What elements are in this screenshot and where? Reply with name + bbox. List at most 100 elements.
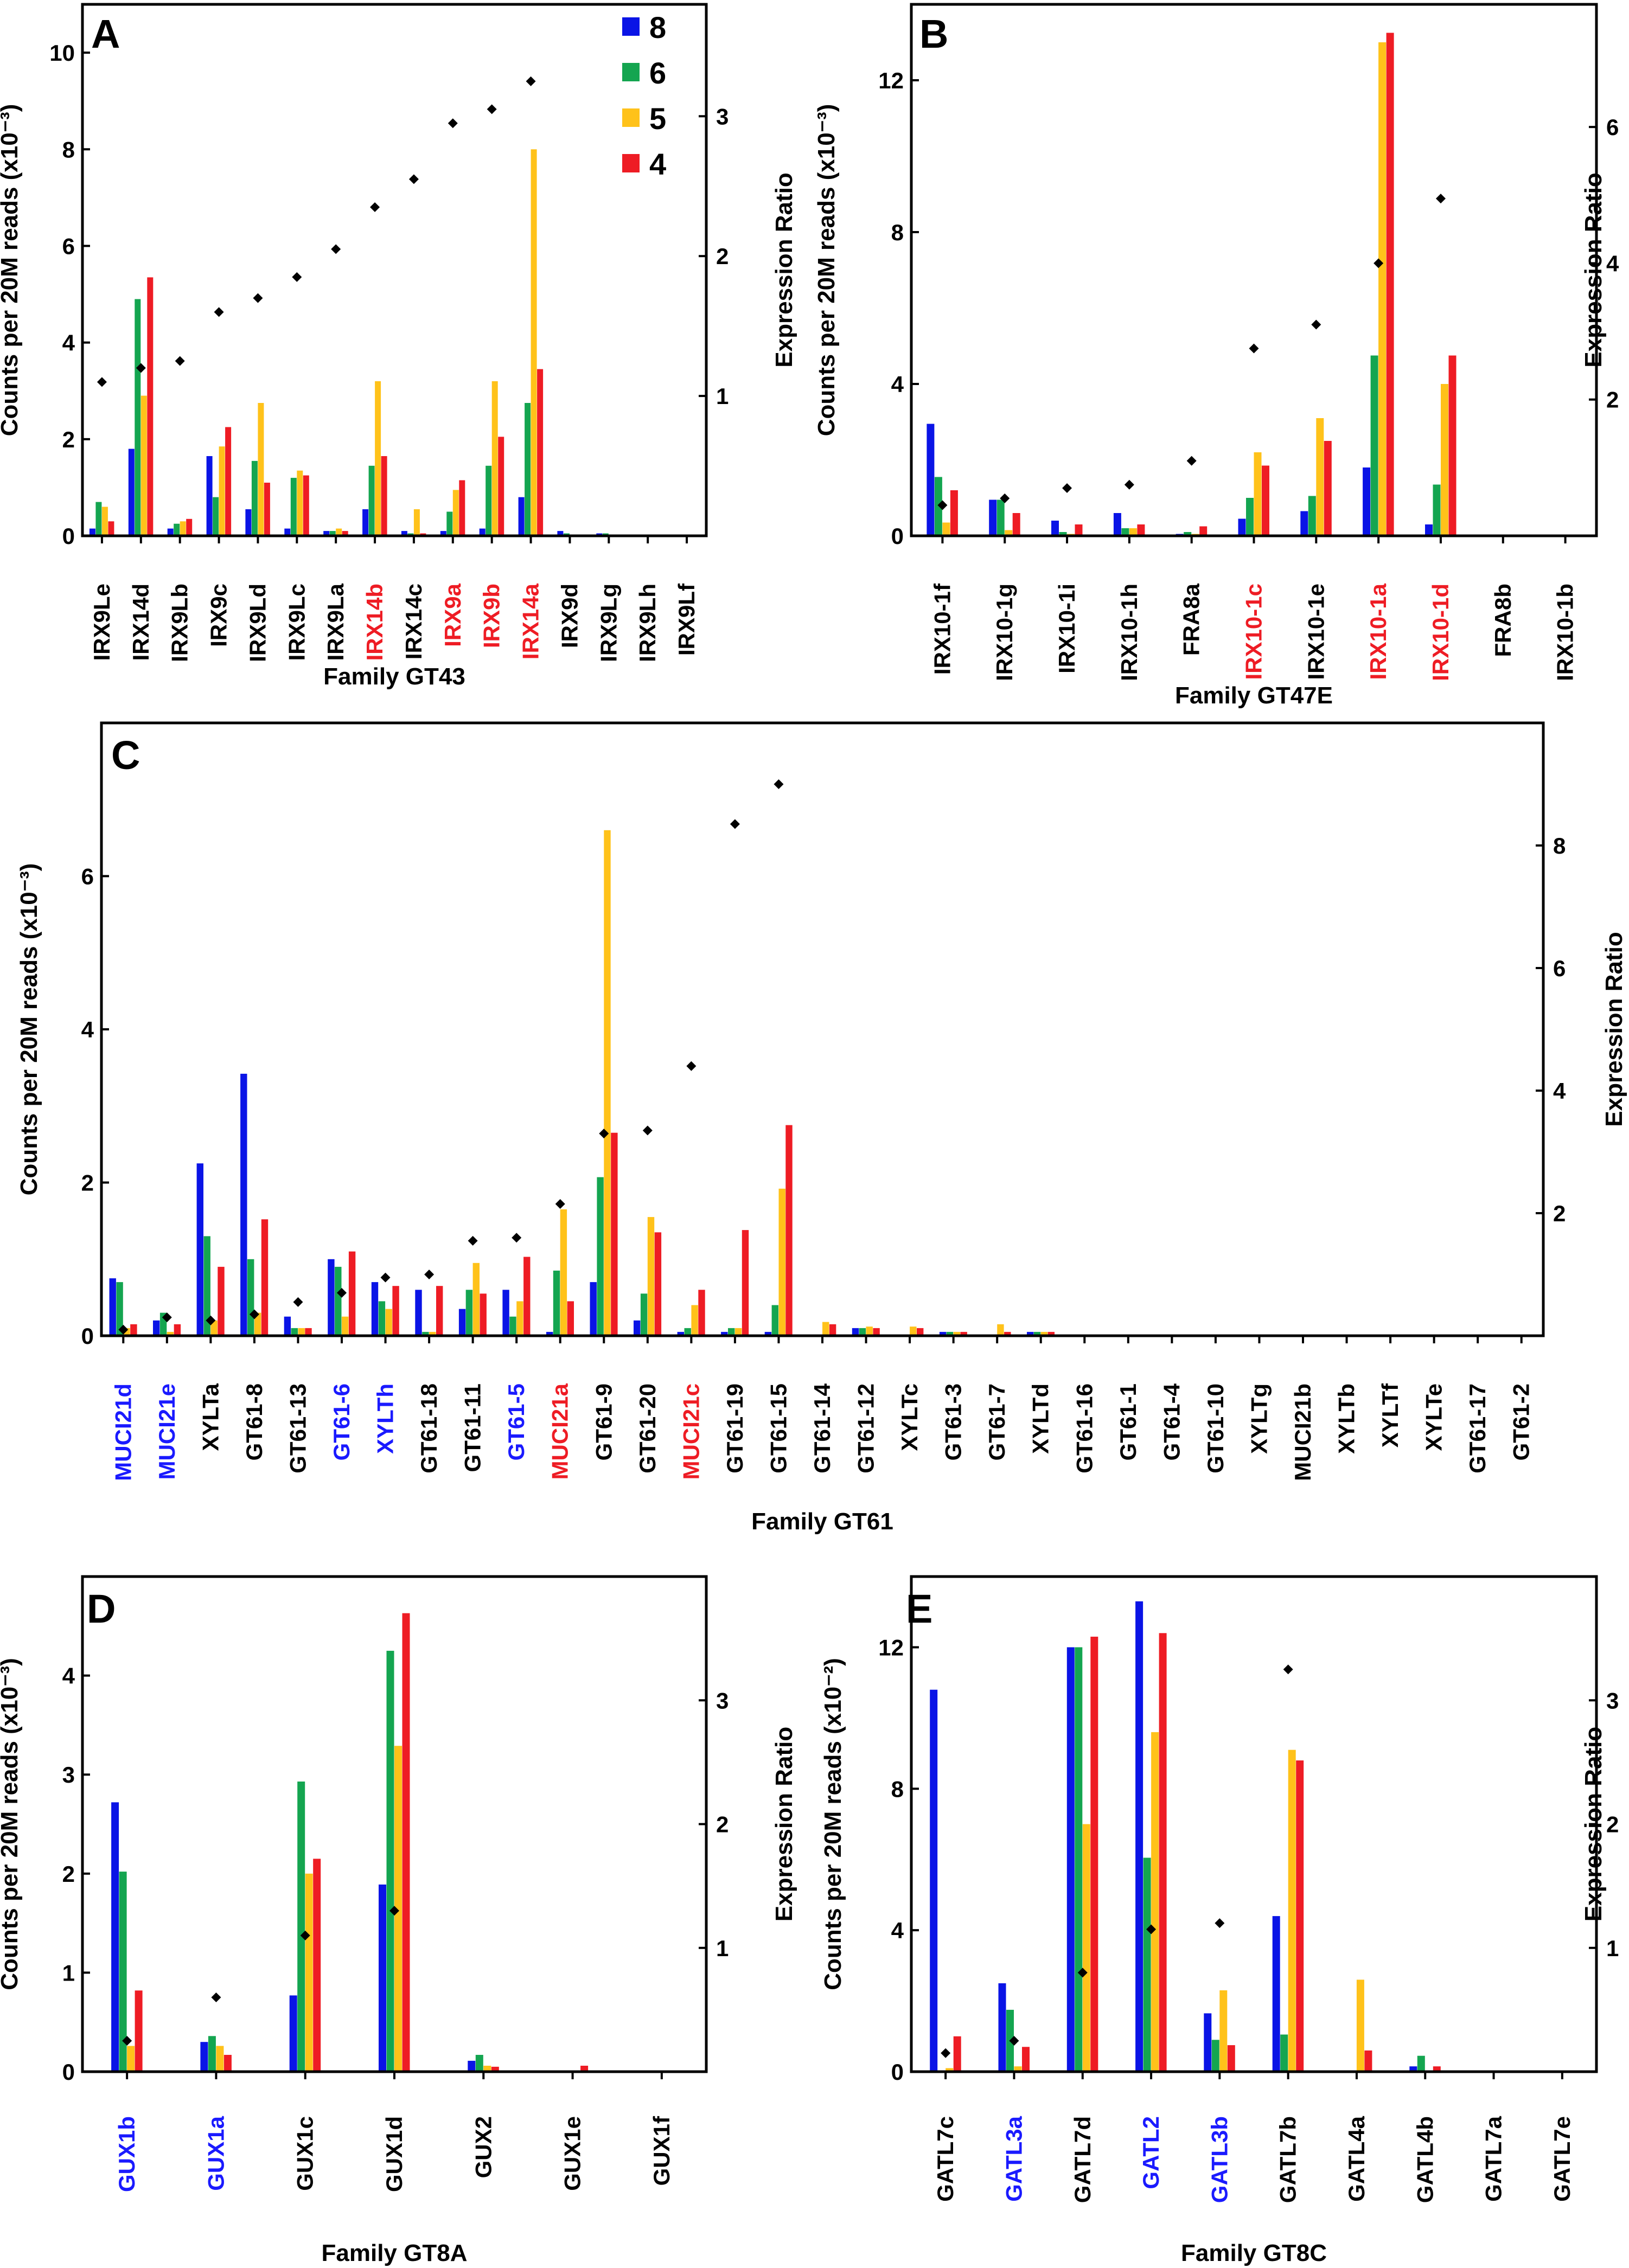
bar-a-irx9b-s8: [479, 528, 485, 536]
bar-c-xylth-s4: [392, 1286, 399, 1336]
bar-c-gt61-7-s4: [1004, 1331, 1011, 1336]
bar-a-irx9le-s5: [101, 507, 108, 536]
y-tick-label: 2: [81, 1170, 94, 1196]
bar-b-irx10-1g-s5: [1005, 530, 1013, 536]
bar-a-irx14a-s6: [525, 403, 531, 536]
category-label: IRX10-1c: [1241, 584, 1267, 680]
y2-tick-label: 1: [1606, 1936, 1619, 1961]
bar-a-irx9d-s8: [557, 531, 564, 536]
bar-e-gatl2-s8: [1135, 1601, 1144, 2072]
ratio-marker-a-irx9c: [214, 307, 224, 317]
x-axis-title: Family GT61: [751, 1508, 893, 1535]
category-label: XYLTd: [1028, 1383, 1053, 1454]
y-tick-label: 4: [891, 371, 904, 397]
bar-c-gt61-9-s4: [611, 1132, 618, 1336]
bar-b-irx10-1a-s4: [1386, 33, 1394, 536]
ratio-marker-c-gt61-9: [599, 1129, 609, 1139]
bar-b-irx10-1g-s6: [996, 499, 1005, 536]
bar-b-irx10-1f-s6: [934, 477, 942, 536]
ratio-marker-e-gatl7d: [1077, 1968, 1088, 1978]
y-tick-label: 12: [878, 1635, 904, 1660]
bar-c-gt61-11-s5: [472, 1263, 480, 1336]
category-label: GT61-2: [1509, 1383, 1534, 1460]
category-label: GUX1f: [649, 2116, 674, 2186]
bar-c-muci21a-s5: [560, 1209, 567, 1336]
ratio-marker-b-irx10-1i: [1062, 483, 1072, 494]
bar-d-gux1a-s8: [200, 2042, 208, 2072]
panel-letter: C: [111, 733, 140, 778]
legend-swatch-6: [622, 63, 640, 81]
y-axis-title: Counts per 20M reads (x10⁻³): [16, 863, 42, 1196]
category-label: MUCI21e: [154, 1383, 180, 1479]
bar-c-gt61-11-s6: [465, 1290, 473, 1336]
bar-c-xylta-s4: [218, 1266, 225, 1336]
bar-c-gt61-5-s4: [523, 1257, 531, 1336]
ratio-marker-a-irx14a: [526, 76, 536, 86]
category-label: GT61-4: [1159, 1383, 1184, 1460]
bar-e-gatl2-s6: [1143, 1857, 1151, 2072]
bar-d-gux1a-s4: [223, 2055, 232, 2072]
bar-e-gatl3a-s5: [1014, 2066, 1022, 2072]
x-axis-title: Family GT8A: [322, 2240, 468, 2266]
category-label: GT61-13: [285, 1383, 310, 1473]
bar-c-gt61-12-s5: [866, 1327, 873, 1336]
y2-tick-label: 3: [716, 1688, 729, 1713]
bar-a-irx9lb-s4: [186, 518, 193, 536]
bar-c-gt61-6-s6: [335, 1266, 342, 1336]
bar-c-gt61-13-s8: [284, 1316, 291, 1336]
category-label: GATL4a: [1344, 2116, 1369, 2202]
ratio-marker-c-muci21c: [686, 1061, 697, 1071]
ratio-marker-a-irx14c: [408, 174, 419, 184]
bar-b-irx10-1e-s8: [1300, 511, 1308, 536]
category-label: GATL2: [1138, 2116, 1164, 2189]
bar-c-muci21d-s6: [116, 1282, 123, 1336]
bar-a-irx9la-s5: [336, 528, 342, 536]
chart-panel-a: IRX9Le IRX14d IRX9Lb IRX9c IRX9Ld IRX9Lc IRX9L…: [0, 3, 797, 690]
bar-c-gt61-3-s6: [946, 1331, 954, 1336]
bar-e-gatl4b-s4: [1433, 2066, 1441, 2072]
category-label: XYLTh: [373, 1383, 398, 1454]
y-tick-label: 4: [62, 1663, 75, 1689]
ratio-marker-c-gt61-19: [730, 819, 740, 829]
bar-c-gt61-20-s8: [634, 1320, 641, 1336]
bar-d-gux1c-s8: [289, 1995, 297, 2072]
category-label: IRX14c: [401, 584, 426, 659]
legend-label-8: 8: [649, 10, 666, 44]
bar-e-gatl3a-s4: [1022, 2047, 1030, 2072]
category-label: IRX14d: [128, 584, 154, 661]
y2-tick-label: 1: [716, 383, 729, 409]
category-label: GT61-20: [635, 1383, 660, 1473]
category-label: IRX9Ld: [245, 584, 270, 662]
bar-a-irx9le-s4: [108, 521, 114, 536]
ratio-marker-c-xylta: [206, 1315, 216, 1325]
category-label: GATL7d: [1070, 2116, 1095, 2203]
category-label: GATL3b: [1206, 2116, 1232, 2203]
legend-swatch-4: [622, 154, 640, 172]
bar-e-gatl7b-s5: [1288, 1750, 1296, 2072]
category-label: GT61-15: [765, 1383, 791, 1473]
category-label: IRX10-1g: [992, 584, 1017, 681]
x-axis-title: Family GT8C: [1181, 2240, 1327, 2266]
y-tick-label: 4: [62, 330, 75, 356]
legend-swatch-8: [622, 17, 640, 36]
y-tick-label: 1: [62, 1960, 75, 1985]
x-axis-title: Family GT43: [323, 663, 465, 690]
y-tick-label: 0: [891, 523, 904, 549]
ratio-marker-c-gt61-6: [337, 1287, 347, 1298]
ratio-marker-c-gt61-20: [642, 1125, 653, 1136]
ratio-marker-e-gatl2: [1146, 1924, 1157, 1934]
panel-letter: B: [919, 11, 948, 56]
ratio-marker-d-gux1d: [389, 1906, 399, 1916]
category-label: IRX14a: [518, 583, 544, 659]
y2-axis-title: Expression Ratio: [1601, 932, 1627, 1126]
bar-a-irx14a-s5: [531, 149, 537, 536]
bar-b-irx10-1g-s4: [1012, 513, 1020, 536]
bar-d-gux1d-s6: [386, 1650, 394, 2072]
bar-c-xylta-s6: [203, 1236, 210, 1336]
y-tick-label: 8: [62, 137, 75, 162]
bar-c-gt61-6-s5: [342, 1316, 349, 1336]
category-label: IRX9Lc: [284, 584, 309, 661]
bar-b-irx10-1i-s4: [1075, 524, 1083, 536]
bar-a-irx9lc-s6: [290, 478, 297, 536]
bar-a-irx9a-s6: [446, 511, 453, 536]
